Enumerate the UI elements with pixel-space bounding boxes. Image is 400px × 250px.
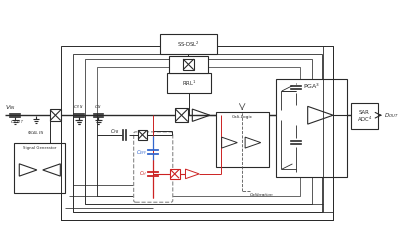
Bar [167,73,211,93]
Bar [61,46,333,220]
Bar [85,60,312,204]
Bar [138,130,147,140]
Text: Calibration: Calibration [250,194,274,198]
Text: SS-DSL$^2$: SS-DSL$^2$ [177,39,200,48]
Bar [175,108,188,122]
Text: $V_{IN}$: $V_{IN}$ [5,104,15,112]
Text: $C_{EFF}$: $C_{EFF}$ [136,148,147,157]
Text: $D_{OUT}$: $D_{OUT}$ [384,111,399,120]
Text: $C_{FB}$: $C_{FB}$ [110,128,120,136]
Text: PGA$^3$: PGA$^3$ [303,82,320,91]
Text: RRL$^1$: RRL$^1$ [182,78,196,88]
Text: $C_{P\text{-}IN}$: $C_{P\text{-}IN}$ [73,104,84,111]
Bar [50,109,61,121]
Text: $\Phi_{CALI,EN}$: $\Phi_{CALI,EN}$ [27,129,44,136]
Bar [170,169,180,179]
Text: Cali-Logic: Cali-Logic [232,115,253,119]
Bar [73,54,322,212]
Text: $C_{P\text{-}EXT}$: $C_{P\text{-}EXT}$ [10,118,25,126]
Bar [216,112,268,167]
Text: ADC$^4$: ADC$^4$ [357,115,372,124]
Bar [160,34,217,54]
Bar [14,142,65,194]
Text: $C_{H}$: $C_{H}$ [140,170,147,178]
Text: SAR: SAR [359,110,370,115]
FancyBboxPatch shape [134,132,173,202]
Bar [351,102,378,129]
Bar [169,56,208,73]
Bar [96,67,300,196]
Text: $C_{IN}$: $C_{IN}$ [94,104,102,111]
Bar [276,79,347,177]
Text: Signal Generator: Signal Generator [23,146,56,150]
Bar [182,58,194,70]
